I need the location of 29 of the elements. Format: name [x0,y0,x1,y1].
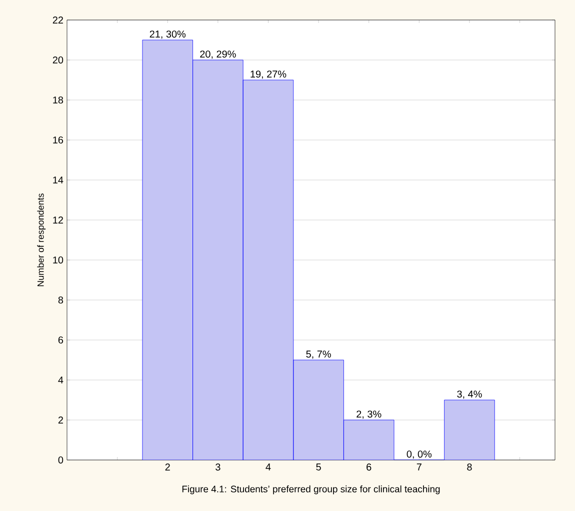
y-tick-label: 0 [58,456,64,464]
x-tick-label: 5 [316,464,321,470]
bar [444,400,495,460]
caption: Figure 4.1: Students’ preferred group size for clinical teaching [182,485,440,494]
data-label: 0, 0% [406,450,432,459]
data-label: 20, 29% [200,50,236,59]
y-tick-label: 14 [53,176,64,184]
y-tick-label: 6 [58,336,64,344]
data-label: 21, 30% [150,30,186,39]
y-tick-label: 18 [53,96,64,104]
x-tick-label: 6 [366,464,372,471]
y-tick-label: 4 [58,376,64,384]
x-tick-label: 2 [165,464,170,470]
y-tick-label: 2 [58,416,63,424]
y-axis-title: Number of respondents [37,193,46,286]
x-tick-label: 3 [216,464,220,471]
y-tick-label: 12 [53,216,63,224]
y-tick-label: 8 [58,296,64,304]
x-tick-label: 7 [416,464,422,470]
data-label: 19, 27% [250,70,286,79]
data-label: 3, 4% [457,390,482,399]
data-label: 2, 3% [356,410,382,419]
y-tick-label: 16 [53,136,64,144]
y-tick-label: 20 [52,56,64,64]
x-tick-label: 8 [467,464,472,471]
y-tick-label: 22 [52,16,63,24]
y-tick-label: 10 [53,256,64,264]
x-tick-label: 4 [266,464,271,470]
data-label: 5, 7% [306,350,331,359]
